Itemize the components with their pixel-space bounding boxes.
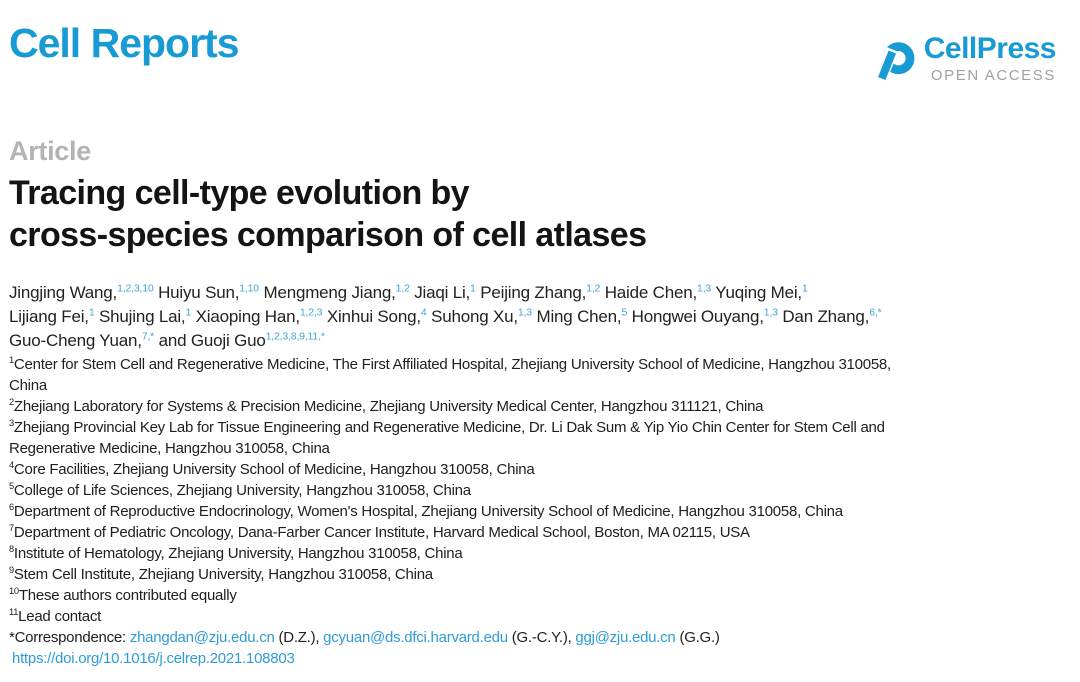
affiliation: 10These authors contributed equally	[9, 586, 237, 604]
correspondence-email-link[interactable]: gcyuan@ds.dfci.harvard.edu	[323, 629, 508, 646]
author-superscript: 1	[185, 306, 192, 319]
author-superscript: 1,10	[239, 282, 259, 295]
author-name: Hongwei Ouyang,1,3	[631, 306, 778, 326]
author-superscript: 4	[420, 306, 427, 319]
author-superscript: 1,3	[763, 306, 778, 319]
affiliation: 4Core Facilities, Zhejiang University Sc…	[9, 460, 535, 478]
author-name: Jingjing Wang,1,2,3,10	[9, 282, 154, 302]
author-name: Peijing Zhang,1,2	[480, 282, 601, 302]
affiliation: 9Stem Cell Institute, Zhejiang Universit…	[9, 565, 433, 583]
affiliation: 2Zhejiang Laboratory for Systems & Preci…	[9, 397, 764, 415]
journal-logo: Cell Reports	[9, 20, 240, 66]
author-name: Xinhui Song,4	[326, 306, 427, 326]
affiliation-superscript: 8	[9, 544, 14, 554]
author-list: Jingjing Wang,1,2,3,10 Huiyu Sun,1,10 Me…	[9, 281, 1066, 353]
author-superscript: 1	[88, 306, 95, 319]
article-title-line-1: Tracing cell-type evolution by	[9, 174, 470, 212]
affiliation-superscript: 11	[9, 607, 19, 617]
affiliation-superscript: 6	[9, 502, 14, 512]
author-name: Jiaqi Li,1	[414, 282, 476, 302]
correspondence-email-link[interactable]: ggj@zju.edu.cn	[575, 629, 676, 646]
author-line: Guo-Cheng Yuan,7,* and Guoji Guo1,2,3,8,…	[9, 329, 1066, 353]
cellpress-logo-icon	[872, 42, 915, 83]
author-name: Haide Chen,1,3	[604, 282, 712, 302]
correspondence-line: *Correspondence: zhangdan@zju.edu.cn (D.…	[9, 629, 720, 646]
affiliation-superscript: 10	[9, 586, 19, 596]
author-name: Suhong Xu,1,3	[431, 306, 532, 326]
author-superscript: 1,2,3,8,9,11,*	[265, 330, 325, 343]
publisher-logo: CellPress OPEN ACCESS	[872, 32, 1057, 85]
author-name: Xiaoping Han,1,2,3	[195, 306, 323, 326]
article-kind-label: Article	[9, 136, 91, 166]
author-line: Jingjing Wang,1,2,3,10 Huiyu Sun,1,10 Me…	[9, 281, 1066, 305]
author-name: Dan Zhang,6,*	[782, 306, 882, 326]
author-name: Ming Chen,5	[536, 306, 628, 326]
doi-link[interactable]: https://doi.org/10.1016/j.celrep.2021.10…	[12, 650, 295, 667]
author-name: Huiyu Sun,1,10	[158, 282, 259, 302]
author-superscript: 1,2,3,10	[117, 282, 154, 295]
affiliation-superscript: 1	[9, 355, 14, 365]
correspondence-email-link[interactable]: zhangdan@zju.edu.cn	[129, 629, 275, 646]
author-superscript: 1	[801, 282, 808, 295]
publisher-text: CellPress OPEN ACCESS	[923, 32, 1057, 85]
author-superscript: 1,2	[586, 282, 601, 295]
affiliation-superscript: 3	[9, 418, 14, 428]
author-superscript: 1,3	[517, 306, 532, 319]
affiliation-superscript: 9	[9, 565, 14, 575]
publisher-name: CellPress	[923, 32, 1057, 65]
author-name: Shujing Lai,1	[99, 306, 192, 326]
affiliation: 3Zhejiang Provincial Key Lab for Tissue …	[9, 418, 885, 457]
author-name: Lijiang Fei,1	[9, 306, 95, 326]
affiliation-superscript: 2	[9, 397, 14, 407]
doi-line: https://doi.org/10.1016/j.celrep.2021.10…	[9, 648, 1066, 669]
affiliation: 8Institute of Hematology, Zhejiang Unive…	[9, 544, 463, 562]
author-name: Guo-Cheng Yuan,7,*	[9, 330, 155, 350]
author-name: Mengmeng Jiang,1,2	[263, 282, 410, 302]
article-title: Tracing cell-type evolution by cross-spe…	[9, 172, 1066, 256]
affiliation: 1Center for Stem Cell and Regenerative M…	[9, 355, 891, 394]
author-superscript: 6,*	[869, 306, 882, 319]
author-superscript: 1,3	[697, 282, 712, 295]
affiliation: 7Department of Pediatric Oncology, Dana-…	[9, 523, 750, 541]
affiliation-superscript: 4	[9, 460, 14, 470]
author-superscript: 1	[470, 282, 476, 295]
affiliations-block: 1Center for Stem Cell and Regenerative M…	[9, 354, 1066, 669]
affiliation-superscript: 7	[9, 523, 14, 533]
author-superscript: 7,*	[141, 330, 155, 343]
author-superscript: 5	[621, 306, 628, 319]
affiliation: 11Lead contact	[9, 607, 102, 625]
affiliation: 6Department of Reproductive Endocrinolog…	[9, 502, 843, 520]
author-superscript: 1,2,3	[299, 306, 323, 319]
author-name: and Guoji Guo1,2,3,8,9,11,*	[158, 330, 325, 350]
author-line: Lijiang Fei,1 Shujing Lai,1 Xiaoping Han…	[9, 305, 1066, 329]
article-title-line-2: cross-species comparison of cell atlases	[9, 216, 647, 254]
affiliation-superscript: 5	[9, 481, 14, 491]
open-access-label: OPEN ACCESS	[930, 67, 1056, 84]
author-superscript: 1,2	[395, 282, 410, 295]
author-name: Yuqing Mei,1	[715, 282, 808, 302]
affiliation: 5College of Life Sciences, Zhejiang Univ…	[9, 481, 471, 499]
affiliation-list: 1Center for Stem Cell and Regenerative M…	[9, 354, 1066, 627]
